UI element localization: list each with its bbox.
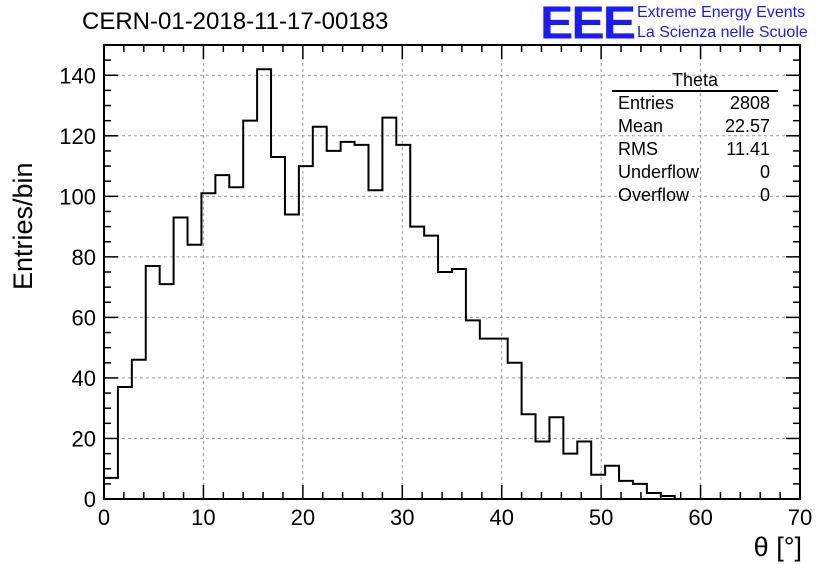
stats-label: RMS — [618, 139, 658, 159]
x-tick-label: 40 — [489, 505, 513, 530]
x-tick-label: 20 — [291, 505, 315, 530]
x-axis-label: θ [°] — [753, 532, 802, 562]
x-tick-label: 60 — [688, 505, 712, 530]
stats-label: Entries — [618, 93, 675, 113]
y-tick-label: 20 — [72, 426, 96, 451]
axis-ticks — [103, 44, 801, 500]
stats-label: Mean — [618, 116, 664, 136]
y-tick-label: 0 — [84, 487, 96, 512]
stats-label: Underflow — [618, 162, 700, 182]
y-tick-label: 100 — [59, 184, 96, 209]
stats-box: Theta Entries 2808 Mean 22.57 RMS 11.41 … — [612, 70, 778, 207]
stats-row-entries: Entries 2808 — [612, 92, 778, 115]
stats-value: 22.57 — [724, 116, 770, 136]
grid-lines — [104, 45, 800, 499]
y-tick-label: 80 — [72, 245, 96, 270]
stats-row-rms: RMS 11.41 — [612, 138, 778, 161]
logo-caption-line1: Extreme Energy Events — [637, 4, 806, 21]
y-tick-labels: 0 20 40 60 80 100 120 140 — [59, 63, 96, 512]
stats-row-overflow: Overflow 0 — [612, 184, 778, 207]
stats-title: Theta — [612, 70, 778, 92]
x-tick-label: 30 — [390, 505, 414, 530]
y-axis-label: Entries/bin — [8, 162, 38, 290]
y-tick-label: 60 — [72, 305, 96, 330]
stats-value: 0 — [759, 162, 770, 182]
x-tick-label: 0 — [98, 505, 110, 530]
y-tick-label: 40 — [72, 366, 96, 391]
histogram-line — [103, 68, 800, 500]
stats-label: Overflow — [618, 185, 690, 205]
chart-title: CERN-01-2018-11-17-00183 — [82, 8, 389, 35]
y-tick-label: 140 — [59, 63, 96, 88]
stats-row-underflow: Underflow 0 — [612, 161, 778, 184]
x-tick-label: 50 — [589, 505, 613, 530]
logo-caption-line2: La Scienza nelle Scuole — [637, 24, 808, 41]
eee-logo: EEE — [540, 0, 636, 49]
logo-caption: Extreme Energy Events La Scienza nelle S… — [637, 3, 808, 43]
stats-value: 2808 — [729, 93, 770, 113]
x-tick-labels: 0 10 20 30 40 50 60 70 — [98, 505, 812, 530]
x-tick-label: 10 — [191, 505, 215, 530]
x-tick-label: 70 — [788, 505, 812, 530]
stats-value: 0 — [759, 185, 770, 205]
stats-value: 11.41 — [726, 139, 770, 159]
stats-row-mean: Mean 22.57 — [612, 115, 778, 138]
y-tick-label: 120 — [59, 124, 96, 149]
